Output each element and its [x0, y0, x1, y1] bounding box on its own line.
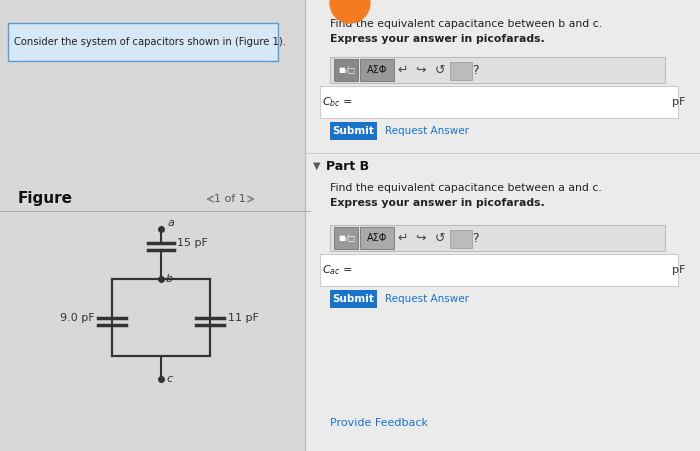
Text: $C_{ac}$ =: $C_{ac}$ = — [322, 263, 353, 277]
Text: Request Answer: Request Answer — [385, 126, 469, 136]
Bar — [320, 86, 678, 118]
Text: ■: ■ — [338, 235, 344, 241]
Text: ↵: ↵ — [398, 231, 408, 244]
Text: √□: √□ — [344, 65, 356, 74]
Text: Express your answer in picofarads.: Express your answer in picofarads. — [330, 198, 545, 208]
Bar — [450, 230, 472, 248]
Text: 1 of 1: 1 of 1 — [214, 194, 246, 204]
Text: ↺: ↺ — [435, 231, 445, 244]
Text: 11 pF: 11 pF — [228, 313, 259, 323]
Text: ΑΣΦ: ΑΣΦ — [367, 233, 387, 243]
Text: Provide Feedback: Provide Feedback — [330, 418, 428, 428]
Bar — [330, 57, 665, 83]
Text: Part B: Part B — [326, 160, 369, 172]
Text: ?: ? — [472, 64, 478, 77]
Text: Consider the system of capacitors shown in (Figure 1).: Consider the system of capacitors shown … — [14, 37, 286, 47]
Text: ↪: ↪ — [416, 231, 426, 244]
Bar — [334, 59, 358, 81]
Text: ■: ■ — [338, 67, 344, 73]
Bar — [320, 254, 678, 286]
Text: ↺: ↺ — [435, 64, 445, 77]
Text: c: c — [166, 374, 172, 384]
Bar — [305, 0, 700, 451]
Bar — [330, 122, 377, 140]
Text: Submit: Submit — [332, 126, 374, 136]
Text: 9.0 pF: 9.0 pF — [60, 313, 94, 323]
Circle shape — [330, 0, 370, 23]
Bar — [450, 62, 472, 80]
Bar — [0, 0, 310, 451]
Text: √□: √□ — [344, 234, 356, 243]
FancyBboxPatch shape — [8, 23, 278, 61]
Text: Request Answer: Request Answer — [385, 294, 469, 304]
Text: Submit: Submit — [332, 294, 374, 304]
Text: $C_{bc}$ =: $C_{bc}$ = — [322, 95, 353, 109]
Bar — [330, 290, 377, 308]
Bar — [330, 225, 665, 251]
Text: 15 pF: 15 pF — [177, 238, 208, 248]
Text: Figure: Figure — [18, 192, 73, 207]
Text: ↪: ↪ — [416, 64, 426, 77]
Bar — [360, 59, 394, 81]
Text: Find the equivalent capacitance between a and c.: Find the equivalent capacitance between … — [330, 183, 602, 193]
Text: pF: pF — [672, 265, 685, 275]
Bar — [334, 227, 358, 249]
Text: Express your answer in picofarads.: Express your answer in picofarads. — [330, 34, 545, 44]
Text: ▼: ▼ — [313, 161, 321, 171]
Text: b: b — [166, 274, 173, 284]
Bar — [360, 227, 394, 249]
Text: ΑΣΦ: ΑΣΦ — [367, 65, 387, 75]
Text: ↵: ↵ — [398, 64, 408, 77]
Text: pF: pF — [672, 97, 685, 107]
Bar — [112, 279, 210, 356]
Text: a: a — [168, 218, 175, 228]
Text: ?: ? — [472, 231, 478, 244]
Text: Find the equivalent capacitance between b and c.: Find the equivalent capacitance between … — [330, 19, 602, 29]
